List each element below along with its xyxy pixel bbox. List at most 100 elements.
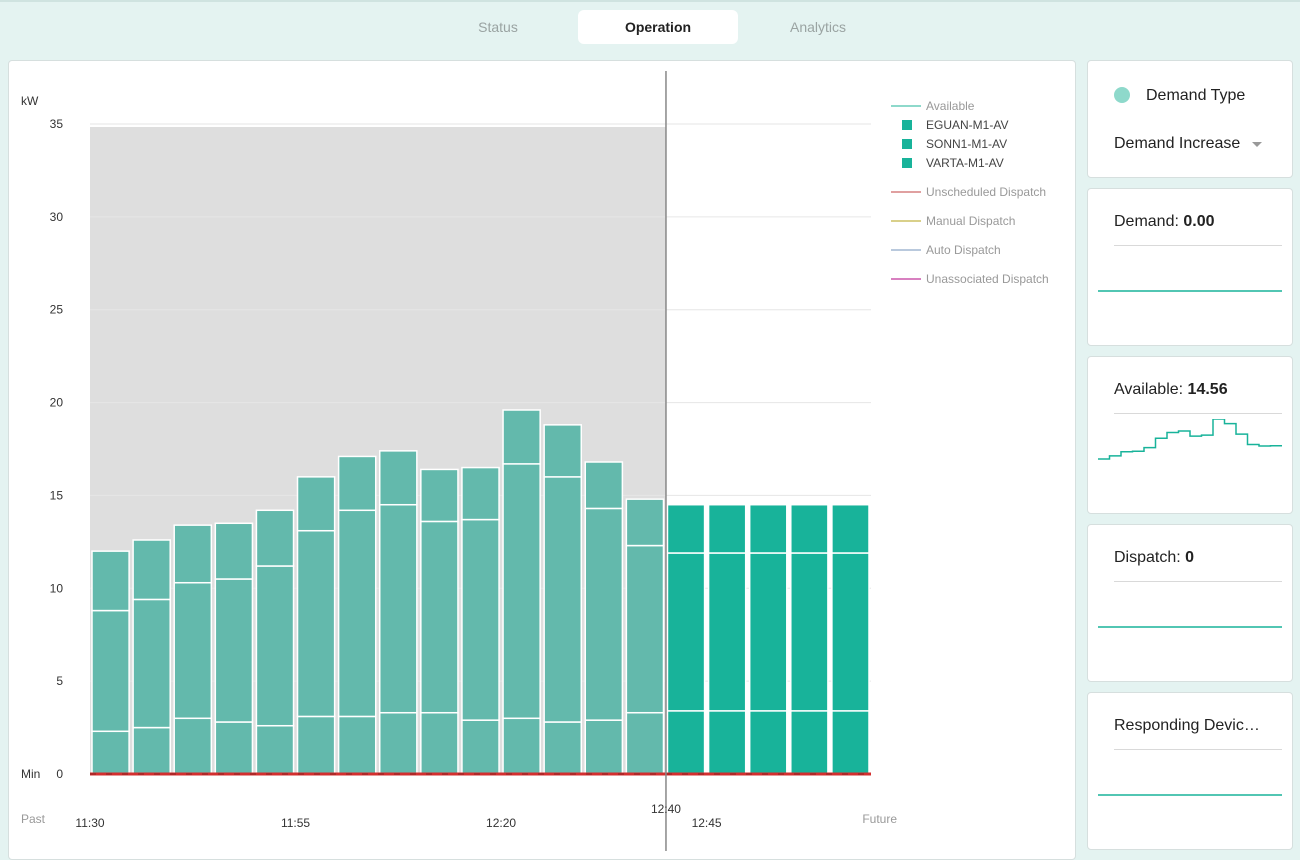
operation-chart-panel: 0 5 10 15 20 25 30 35 kW Min 11:30 11:55 12:20 12:40 1… xyxy=(8,60,1076,860)
divider xyxy=(1114,413,1282,414)
legend-label: Manual Dispatch xyxy=(926,214,1015,228)
bar-segment-varta-m1-av xyxy=(543,424,583,478)
tab-analytics[interactable]: Analytics xyxy=(789,19,847,35)
tab-operation[interactable]: Operation xyxy=(578,10,738,44)
legend-label: Auto Dispatch xyxy=(926,243,1001,257)
view-tabs: Status Operation Analytics xyxy=(418,10,898,44)
demand-sparkline xyxy=(1098,290,1282,292)
available-spark-line xyxy=(1098,419,1282,460)
demand-type-card: Demand Type Demand Increase xyxy=(1087,60,1293,178)
bar-segment-eguan-m1-av xyxy=(502,717,541,775)
y-tick-label: 0 xyxy=(56,767,63,781)
demand-card: Demand: 0.00 xyxy=(1087,188,1293,346)
dispatch-title: Dispatch: 0 xyxy=(1114,549,1282,567)
divider xyxy=(1114,749,1282,750)
y-tick-label: 20 xyxy=(50,396,64,410)
responding-devices-sparkline xyxy=(1098,794,1282,796)
future-label: Future xyxy=(862,812,897,826)
bar-segment-sonn1-m1-av xyxy=(255,565,295,727)
y-tick-label: 10 xyxy=(50,581,64,595)
dispatch-label: Dispatch: xyxy=(1114,549,1181,566)
bar-segment-sonn1-m1-av xyxy=(337,509,377,718)
available-sparkline xyxy=(1098,419,1282,460)
responding-devices-title: Responding Devic… xyxy=(1114,717,1260,734)
bar-segment-varta-m1-av xyxy=(91,550,130,612)
bar-segment-sonn1-m1-av xyxy=(378,503,418,714)
y-axis-label: kW xyxy=(21,94,39,108)
divider xyxy=(1114,581,1282,582)
bar-segment-varta-m1-av xyxy=(790,503,829,554)
bar-segment-sonn1-m1-av xyxy=(91,609,130,733)
bar-segment-varta-m1-av xyxy=(584,461,624,510)
legend-label: Unscheduled Dispatch xyxy=(926,185,1046,199)
bar-segment-varta-m1-av xyxy=(255,509,295,567)
x-tick-label: 12:40 xyxy=(651,802,681,816)
bar-segment-varta-m1-av xyxy=(296,476,336,532)
bar-segment-varta-m1-av xyxy=(831,503,870,554)
demand-type-select[interactable]: Demand Increase xyxy=(1114,135,1263,153)
y-tick-label: 35 xyxy=(50,117,64,131)
bar-segment-sonn1-m1-av xyxy=(666,552,706,712)
available-label: Available: xyxy=(1114,381,1184,398)
top-strip xyxy=(0,0,1300,2)
bar-segment-eguan-m1-av xyxy=(378,711,418,775)
y-tick-label: 15 xyxy=(50,488,64,502)
x-tick-label: 12:20 xyxy=(486,816,516,830)
bar-segment-sonn1-m1-av xyxy=(584,507,624,721)
bar-segment-varta-m1-av xyxy=(173,524,213,584)
y-tick-label: 5 xyxy=(56,674,63,688)
bar-segment-eguan-m1-av xyxy=(748,710,788,775)
bar-segment-sonn1-m1-av xyxy=(625,544,665,714)
demand-type-selected: Demand Increase xyxy=(1114,135,1241,152)
available-card: Available: 14.56 xyxy=(1087,356,1293,514)
bar-segment-varta-m1-av xyxy=(132,539,171,601)
dispatch-sparkline xyxy=(1098,626,1282,628)
y-tick-label: 25 xyxy=(50,303,64,317)
demand-type-dot xyxy=(1114,87,1130,103)
bar-segment-varta-m1-av xyxy=(502,409,541,465)
bar-segment-sonn1-m1-av xyxy=(296,529,336,718)
bar-segment-sonn1-m1-av xyxy=(748,552,788,712)
bar-segment-eguan-m1-av xyxy=(461,719,500,775)
legend-label: Available xyxy=(926,99,975,113)
legend-swatch-square xyxy=(902,158,912,168)
bar-segment-eguan-m1-av xyxy=(337,715,377,775)
stacked-bar-chart: 0 5 10 15 20 25 30 35 kW Min 11:30 11:55 12:20 12:40 1… xyxy=(21,71,1049,851)
tab-status[interactable]: Status xyxy=(478,19,518,35)
bar-segment-sonn1-m1-av xyxy=(543,476,583,723)
bar-segment-sonn1-m1-av xyxy=(173,581,213,720)
responding-devices-card: Responding Devic… xyxy=(1087,692,1293,850)
legend-swatch-square xyxy=(902,120,912,130)
bar-segment-sonn1-m1-av xyxy=(831,552,870,712)
y-tick-label: 30 xyxy=(50,210,64,224)
bar-segment-sonn1-m1-av xyxy=(214,578,254,723)
bar-segment-eguan-m1-av xyxy=(666,710,706,775)
legend-label: VARTA-M1-AV xyxy=(926,156,1004,170)
bar-segment-varta-m1-av xyxy=(748,503,788,554)
min-label: Min xyxy=(21,767,40,781)
x-tick-label: 11:55 xyxy=(281,816,310,830)
bar-segment-varta-m1-av xyxy=(461,466,500,521)
bar-segment-varta-m1-av xyxy=(378,450,418,506)
divider xyxy=(1114,245,1282,246)
bar-segment-eguan-m1-av xyxy=(707,710,747,775)
legend-label: EGUAN-M1-AV xyxy=(926,118,1008,132)
demand-label: Demand: xyxy=(1114,213,1179,230)
dispatch-card: Dispatch: 0 xyxy=(1087,524,1293,682)
bar-segment-sonn1-m1-av xyxy=(502,463,541,720)
bar-segment-sonn1-m1-av xyxy=(707,552,747,712)
bar-segment-eguan-m1-av xyxy=(420,711,459,775)
bar-segment-varta-m1-av xyxy=(707,503,747,554)
past-label: Past xyxy=(21,812,46,826)
bar-segment-varta-m1-av xyxy=(214,522,254,580)
available-value: 14.56 xyxy=(1187,381,1228,398)
x-tick-label: 12:45 xyxy=(692,816,722,830)
bar-segment-sonn1-m1-av xyxy=(420,520,459,714)
bar-segment-eguan-m1-av xyxy=(543,721,583,775)
bar-segment-eguan-m1-av xyxy=(584,719,624,775)
bar-segment-eguan-m1-av xyxy=(132,726,171,775)
bar-segment-eguan-m1-av xyxy=(255,724,295,775)
bar-segment-sonn1-m1-av xyxy=(461,518,500,721)
demand-type-label: Demand Type xyxy=(1146,87,1246,104)
demand-title: Demand: 0.00 xyxy=(1114,213,1282,231)
